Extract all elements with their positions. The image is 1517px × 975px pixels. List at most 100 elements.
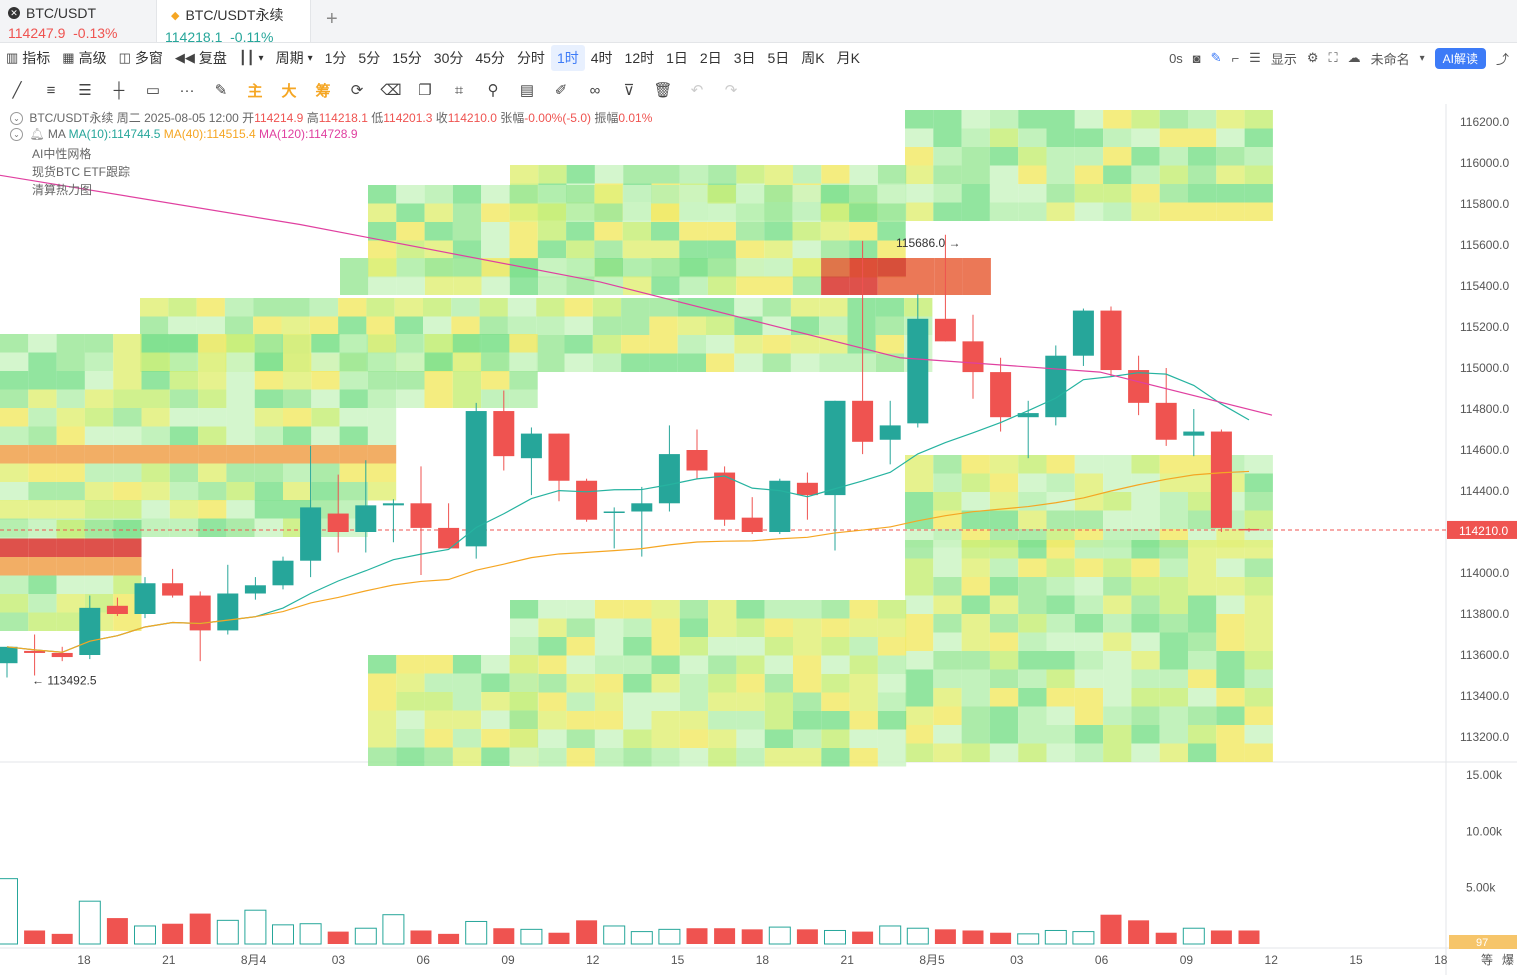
period-option[interactable]: 12时 <box>624 50 655 66</box>
clipboard-icon[interactable]: ▤ <box>519 82 535 99</box>
heatmap-cell <box>1131 577 1160 596</box>
eraser-icon[interactable]: ⌫ <box>380 82 402 99</box>
more-icon[interactable]: ··· <box>179 81 195 99</box>
period-dropdown[interactable]: 周期 ▾ <box>270 48 319 68</box>
period-option[interactable]: 3日 <box>733 50 756 66</box>
list-icon[interactable]: ☰ <box>1249 50 1261 65</box>
edit-icon[interactable]: ✐ <box>554 82 568 99</box>
chevron-icon[interactable]: ⌄ <box>10 128 23 142</box>
chart-type-dropdown[interactable]: ┃┃ ▾ <box>233 50 270 66</box>
heatmap-cell <box>849 222 878 241</box>
period-option[interactable]: 4时 <box>590 50 613 66</box>
chevron-icon[interactable]: ⌄ <box>10 112 23 126</box>
period-option[interactable]: 月K <box>836 50 860 66</box>
heatmap-cell <box>1159 492 1188 511</box>
heatmap-cell <box>1018 165 1047 184</box>
heatmap-cell <box>509 710 538 729</box>
price-chart[interactable]: 116200.0 116000.0 115800.0 115600.0 115400.0… <box>0 104 1517 975</box>
period-option[interactable]: 45分 <box>475 50 505 66</box>
heatmap-cell <box>396 258 425 277</box>
period-option[interactable]: 1时 <box>550 45 585 71</box>
heatmap-cell <box>1074 688 1104 707</box>
heatmap-cell <box>339 445 368 464</box>
heatmap-cell <box>764 222 793 241</box>
indicators-button[interactable]: ▥ 指标 <box>0 48 56 68</box>
horizontal-line-icon[interactable]: ┼ <box>113 81 125 99</box>
advanced-button[interactable]: ▦ 高级 <box>56 48 112 68</box>
link-icon[interactable]: ∞ <box>589 81 601 99</box>
tab-btc-spot[interactable]: ✕ BTC/USDT 114247.9 -0.13% <box>0 0 155 42</box>
tab-btc-perp[interactable]: ◆ BTC/USDT永续 114218.1 -0.11% <box>156 0 311 45</box>
period-option[interactable]: 1分 <box>324 50 347 66</box>
heatmap-cell <box>849 185 878 204</box>
countdown: 0s <box>1169 50 1183 66</box>
chip-tool[interactable]: 筹 <box>315 82 331 100</box>
crop-icon[interactable]: ⌐ <box>1231 50 1240 66</box>
heatmap-cell <box>56 612 85 631</box>
heatmap-cell <box>1216 540 1245 559</box>
heatmap-cell <box>623 637 652 656</box>
tag-icon[interactable]: ⌗ <box>454 81 464 99</box>
fullscreen-icon[interactable]: ⛶ <box>1328 50 1338 65</box>
heatmap-cell <box>28 371 57 390</box>
period-option[interactable]: 15分 <box>392 50 422 66</box>
heatmap-cell <box>0 538 29 557</box>
undo-icon[interactable]: ↶ <box>690 82 704 99</box>
heatmap-cell <box>1046 510 1075 529</box>
period-option[interactable]: 1日 <box>666 50 688 66</box>
heatmap-cell <box>224 316 254 335</box>
settings-icon[interactable]: ⚙ <box>1306 50 1319 65</box>
copy-icon[interactable]: ❐ <box>418 82 432 99</box>
volume-bar <box>189 913 211 944</box>
rectangle-icon[interactable]: ▭ <box>145 82 161 99</box>
display-button[interactable]: 显示 <box>1270 51 1297 67</box>
heatmap-cell <box>479 298 508 317</box>
redo-icon[interactable]: ↷ <box>724 82 738 99</box>
close-icon[interactable]: ✕ <box>8 7 20 19</box>
heatmap-cell <box>1131 595 1160 614</box>
heatmap-cell <box>339 408 368 427</box>
brush-icon[interactable]: ✎ <box>214 82 228 99</box>
heatmap-cell <box>1046 743 1075 762</box>
line-tool-icon[interactable]: ╱ <box>12 82 22 99</box>
ai-analysis-button[interactable]: AI解读 <box>1434 47 1486 69</box>
trash-icon[interactable]: 🗑 <box>653 82 673 99</box>
period-option[interactable]: 周K <box>801 50 825 66</box>
heatmap-cell <box>0 575 29 594</box>
period-option[interactable]: 5分 <box>358 50 381 66</box>
period-option[interactable]: 30分 <box>433 50 464 66</box>
heatmap-cell <box>821 637 850 656</box>
layout-name-dropdown[interactable]: 未命名 <box>1370 51 1410 67</box>
heatmap-cell <box>821 165 850 184</box>
main-force-tool[interactable]: 主 <box>247 82 263 100</box>
etf-tracking-item[interactable]: 现货BTC ETF跟踪 <box>32 165 130 179</box>
period-option[interactable]: 分时 <box>516 50 545 66</box>
pencil-icon[interactable]: ✎ <box>1210 50 1222 65</box>
camera-icon[interactable]: ◙ <box>1192 50 1201 66</box>
period-option[interactable]: 2日 <box>699 50 722 66</box>
ai-grid-item[interactable]: AI中性网格 <box>32 147 92 161</box>
parallel-lines-icon[interactable]: ≡ <box>46 81 56 99</box>
sync-icon[interactable]: ⟳ <box>350 82 364 99</box>
multi-window-button[interactable]: ◫ 多窗 <box>113 48 169 68</box>
heatmap-cell <box>820 222 850 241</box>
heatmap-cell <box>708 674 737 693</box>
heatmap-cell <box>566 600 595 619</box>
add-tab-button[interactable]: + <box>326 8 338 30</box>
heatmap-cell <box>1074 632 1104 651</box>
heatmap-cell <box>198 500 227 519</box>
channel-icon[interactable]: ☰ <box>78 82 92 99</box>
heatmap-cell <box>1131 165 1160 184</box>
bell-icon[interactable]: 🔔︎ <box>29 127 45 141</box>
filter-icon[interactable]: ⊽ <box>623 82 635 99</box>
share-icon[interactable]: ⤴ <box>1495 51 1509 67</box>
period-option[interactable]: 5日 <box>767 50 790 66</box>
liquidation-heatmap-item[interactable]: 清算热力图 <box>32 183 93 197</box>
pin-icon[interactable]: ⚲ <box>487 82 499 99</box>
heatmap-cell <box>708 637 737 656</box>
replay-button[interactable]: ◀◀ 复盘 <box>169 48 233 68</box>
ma40-value: MA(40):114515.4 <box>163 127 256 141</box>
big-order-tool[interactable]: 大 <box>281 82 297 100</box>
heatmap-cell <box>84 500 114 519</box>
heatmap-cell <box>1159 595 1188 614</box>
